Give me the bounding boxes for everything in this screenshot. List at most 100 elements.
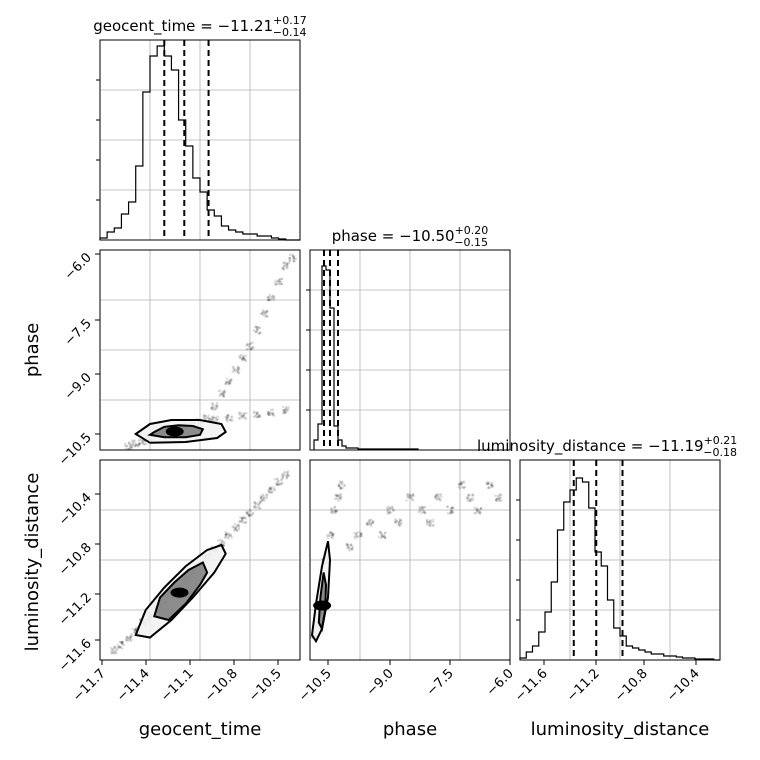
scatter-ld-phase-point — [393, 520, 397, 523]
scatter-phase-geocent-point — [280, 282, 284, 286]
scatter-ld-geocent-point — [269, 487, 272, 490]
scatter-ld-phase-point — [407, 496, 411, 500]
scatter-phase-geocent-point — [236, 366, 240, 370]
scatter-phase-geocent-point — [268, 298, 271, 301]
scatter-ld-phase-point — [348, 549, 351, 552]
scatter-ld-geocent-point — [253, 506, 256, 509]
scatter-phase-geocent-point — [283, 262, 287, 265]
scatter-phase-geocent-point — [285, 262, 289, 266]
scatter-phase-geocent-point — [287, 408, 290, 411]
scatter-ld-phase-point — [365, 522, 369, 526]
scatter-phase-geocent-point — [219, 393, 222, 397]
scatter-ld-phase-point — [467, 493, 471, 497]
scatter-phase-geocent-point — [133, 445, 137, 448]
scatter-phase-geocent-point — [225, 380, 228, 384]
scatter-ld-phase-point — [383, 536, 387, 539]
scatter-ld-geocent-point — [218, 538, 222, 542]
scatter-ld-geocent-point — [224, 535, 227, 539]
scatter-ld-geocent-point — [271, 490, 274, 494]
scatter-ld-geocent-point — [268, 487, 272, 490]
scatter-phase-geocent-point — [227, 380, 230, 384]
scatter-phase-geocent-point — [278, 279, 281, 282]
scatter-phase-geocent-point — [254, 411, 258, 414]
scatter-ld-phase-point — [412, 498, 415, 502]
scatter-ld-geocent-point — [118, 640, 122, 644]
scatter-ld-phase-point — [377, 535, 381, 539]
scatter-ld-phase-point — [446, 512, 450, 515]
scatter-ld-geocent-point — [277, 479, 280, 483]
scatter-ld-phase-point — [389, 511, 393, 514]
scatter-ld-geocent-point — [120, 640, 124, 644]
scatter-ld-phase-point — [429, 520, 432, 523]
scatter-ld-phase-point — [329, 531, 333, 534]
scatter-phase-geocent-point — [291, 254, 295, 258]
scatter-ld-phase-point — [340, 482, 344, 486]
scatter-ld-geocent-point — [269, 485, 273, 489]
scatter-ld-geocent-point — [220, 539, 224, 543]
scatter-phase-geocent-point — [231, 370, 234, 374]
scatter-phase-geocent-point — [283, 410, 286, 414]
scatter-ld-geocent-point — [279, 483, 282, 486]
scatter-phase-geocent-point — [131, 443, 134, 447]
scatter-ld-phase-point — [423, 511, 426, 514]
scatter-ld-phase-point — [435, 498, 438, 501]
scatter-phase-geocent-point — [136, 444, 140, 447]
scatter-phase-geocent-point — [244, 359, 248, 363]
scatter-ld-geocent-point — [247, 514, 251, 517]
scatter-phase-geocent-point — [211, 417, 215, 420]
scatter-ld-phase-point — [439, 499, 443, 502]
scatter-ld-phase-point — [417, 510, 421, 514]
scatter-phase-geocent-point — [228, 381, 231, 384]
scatter-ld-phase-point — [429, 522, 433, 525]
scatter-ld-phase-point — [343, 483, 346, 487]
scatter-ld-phase-point — [438, 493, 441, 496]
scatter-phase-geocent-point — [285, 407, 288, 411]
scatter-phase-geocent-point — [261, 312, 264, 316]
scatter-ld-phase-point — [370, 522, 374, 525]
scatter-ld-phase-point — [451, 506, 454, 509]
scatter-ld-geocent-point — [274, 482, 278, 486]
scatter-ld-geocent-point — [226, 535, 230, 539]
scatter-ld-geocent-point — [260, 499, 264, 502]
scatter-ld-phase-point — [339, 481, 343, 485]
scatter-ld-phase-point — [392, 508, 395, 512]
scatter-ld-geocent-point — [281, 476, 284, 479]
scatter-phase-geocent-point — [282, 411, 285, 415]
scatter-ld-geocent-point — [231, 525, 235, 529]
scatter-ld-phase-point — [330, 509, 334, 513]
scatter-ld-phase-point — [360, 534, 363, 538]
scatter-phase-geocent-point — [238, 355, 241, 358]
scatter-ld-geocent-point — [128, 636, 132, 640]
scatter-phase-geocent-point — [226, 416, 229, 420]
scatter-ld-phase-point — [422, 505, 426, 509]
scatter-ld-geocent-point — [233, 527, 236, 531]
scatter-phase-geocent-point — [264, 310, 267, 314]
scatter-ld-phase-point — [431, 524, 435, 527]
scatter-phase-geocent-point — [265, 314, 269, 318]
scatter-phase-geocent-point — [237, 366, 240, 370]
scatter-phase-geocent-point — [242, 413, 246, 417]
scatter-ld-geocent-point — [109, 646, 113, 650]
scatter-ld-phase-point — [350, 547, 354, 550]
scatter-ld-geocent-point — [286, 473, 290, 476]
scatter-ld-phase-point — [411, 493, 415, 497]
scatter-phase-geocent-point — [214, 416, 218, 420]
scatter-ld-phase-point — [338, 480, 342, 483]
scatter-phase-geocent-point — [256, 328, 259, 332]
scatter-ld-phase-point — [337, 499, 340, 503]
scatter-ld-phase-point — [394, 520, 397, 524]
scatter-ld-phase-point — [420, 507, 424, 511]
scatter-phase-geocent-point — [292, 255, 295, 259]
scatter-phase-geocent-point — [283, 261, 286, 265]
scatter-phase-geocent-point — [221, 393, 225, 396]
scatter-ld-geocent-point — [276, 480, 280, 483]
scatter-ld-phase-point — [367, 520, 371, 523]
scatter-phase-geocent-point — [238, 411, 241, 414]
scatter-ld-phase-point — [432, 524, 435, 527]
scatter-ld-geocent-point — [248, 508, 252, 511]
scatter-ld-phase-point — [461, 486, 465, 489]
scatter-ld-phase-point — [408, 494, 411, 498]
scatter-ld-phase-point — [448, 511, 452, 515]
scatter-ld-geocent-point — [256, 505, 260, 509]
x-geocent-time-xtick-label-1: −11.4 — [114, 666, 153, 705]
